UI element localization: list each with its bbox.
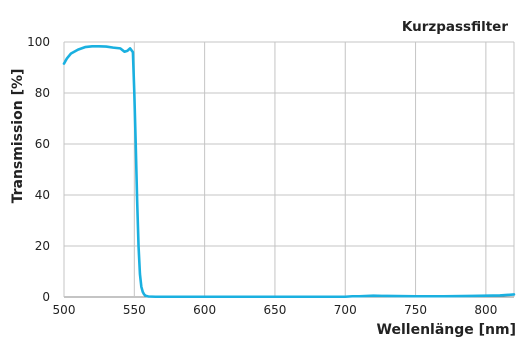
y-axis-label: Transmission [%] xyxy=(10,69,26,204)
y-tick-label: 60 xyxy=(35,137,50,151)
x-axis-label: Wellenlänge [nm] xyxy=(377,322,516,338)
x-tick-label: 650 xyxy=(263,303,286,317)
chart-title: Kurzpassfilter xyxy=(402,19,508,35)
transmission-curve xyxy=(62,45,516,299)
y-tick-label: 40 xyxy=(35,188,50,202)
y-tick-label: 20 xyxy=(35,239,50,253)
x-tick-label: 550 xyxy=(123,303,146,317)
y-tick-label: 0 xyxy=(42,290,50,304)
x-tick-labels: 500 550 600 650 700 750 800 xyxy=(53,303,498,317)
x-tick-label: 750 xyxy=(404,303,427,317)
y-tick-labels: 0 20 40 60 80 100 xyxy=(27,35,50,304)
y-tick-label: 100 xyxy=(27,35,50,49)
y-tick-label: 80 xyxy=(35,86,50,100)
x-tick-label: 800 xyxy=(474,303,497,317)
x-tick-label: 700 xyxy=(334,303,357,317)
grid xyxy=(63,41,515,298)
x-tick-label: 500 xyxy=(53,303,76,317)
x-tick-label: 600 xyxy=(193,303,216,317)
